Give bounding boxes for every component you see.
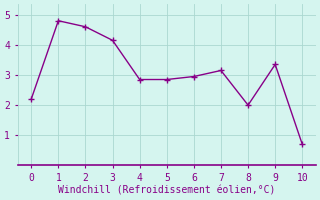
X-axis label: Windchill (Refroidissement éolien,°C): Windchill (Refroidissement éolien,°C) [58, 186, 276, 196]
